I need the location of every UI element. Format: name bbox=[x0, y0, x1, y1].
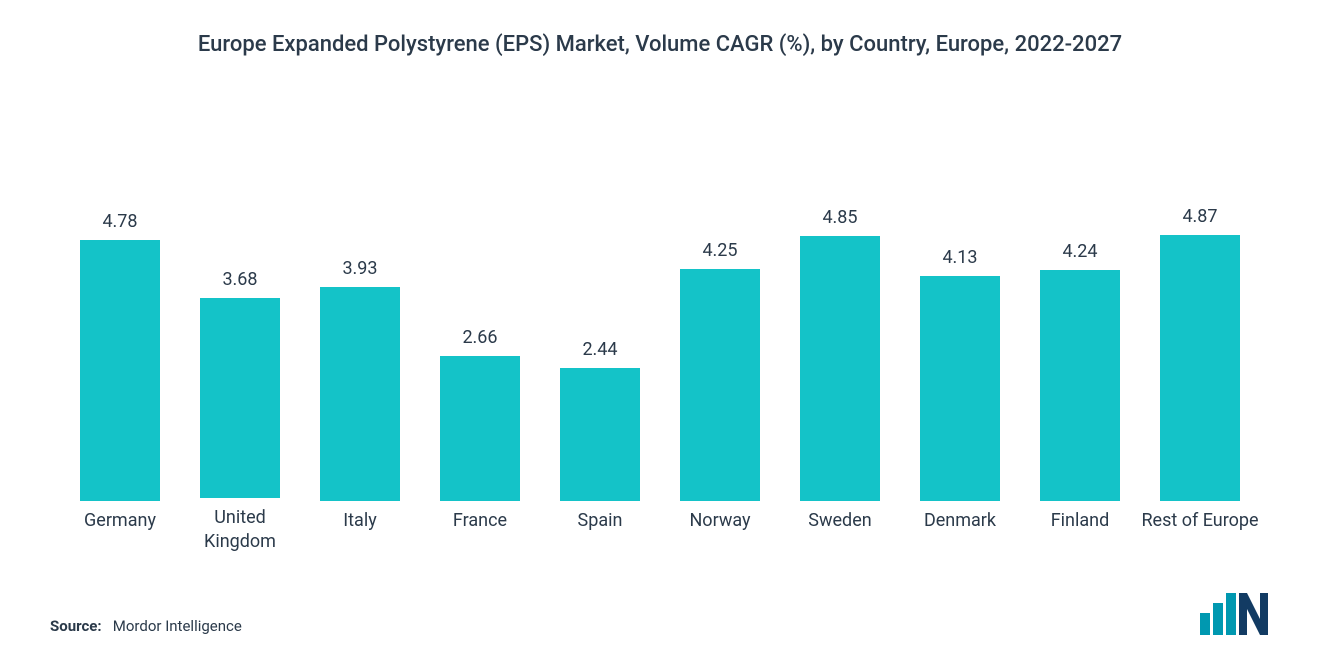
source-value: Mordor Intelligence bbox=[113, 617, 242, 635]
bar bbox=[440, 356, 519, 501]
bar bbox=[1040, 270, 1119, 501]
bar-category-label: Germany bbox=[84, 501, 156, 553]
bar bbox=[920, 276, 999, 501]
bar-space: 2.66 bbox=[420, 91, 540, 501]
bar-category-label: Spain bbox=[578, 501, 623, 553]
bar-plot-area: 4.78 Germany 3.68 United Kingdom 3.93 Italy 2.… bbox=[50, 91, 1270, 553]
bar bbox=[200, 298, 279, 499]
mordor-logo bbox=[1200, 593, 1270, 635]
bar-slot: 4.13 Denmark bbox=[900, 91, 1020, 553]
bar-value-label: 4.85 bbox=[822, 207, 857, 228]
bar-category-label: Finland bbox=[1051, 501, 1110, 553]
bar-value-label: 2.66 bbox=[462, 327, 497, 348]
bar-category-label: United Kingdom bbox=[180, 498, 300, 553]
source-line: Source: Mordor Intelligence bbox=[50, 617, 242, 635]
bar-slot: 4.24 Finland bbox=[1020, 91, 1140, 553]
logo-icon bbox=[1200, 593, 1270, 635]
bar-slot: 4.85 Sweden bbox=[780, 91, 900, 553]
bar-space: 4.24 bbox=[1020, 91, 1140, 501]
bar bbox=[800, 236, 879, 501]
bar-slot: 4.87 Rest of Europe bbox=[1140, 91, 1260, 553]
bar-value-label: 2.44 bbox=[582, 339, 617, 360]
bar-category-label: Denmark bbox=[924, 501, 996, 553]
bar bbox=[80, 240, 159, 501]
bar-category-label: Italy bbox=[343, 501, 376, 553]
bar-slot: 4.25 Norway bbox=[660, 91, 780, 553]
bar-value-label: 4.24 bbox=[1062, 241, 1097, 262]
bar-slot: 2.44 Spain bbox=[540, 91, 660, 553]
bar-value-label: 4.13 bbox=[942, 247, 977, 268]
bar-value-label: 3.93 bbox=[342, 258, 377, 279]
bar bbox=[680, 269, 759, 501]
bar-slot: 3.68 United Kingdom bbox=[180, 91, 300, 553]
bar-value-label: 4.25 bbox=[702, 240, 737, 261]
bar bbox=[1160, 235, 1239, 501]
bar-slot: 4.78 Germany bbox=[60, 91, 180, 553]
bar-space: 2.44 bbox=[540, 91, 660, 501]
bar-space: 4.13 bbox=[900, 91, 1020, 501]
bar-category-label: France bbox=[453, 501, 507, 553]
source-label: Source: bbox=[50, 617, 102, 635]
bar-space: 4.87 bbox=[1140, 91, 1260, 501]
bar-space: 3.93 bbox=[300, 91, 420, 501]
chart-title: Europe Expanded Polystyrene (EPS) Market… bbox=[50, 30, 1270, 91]
bar-space: 4.25 bbox=[660, 91, 780, 501]
bar-value-label: 4.87 bbox=[1182, 206, 1217, 227]
bar-value-label: 4.78 bbox=[102, 211, 137, 232]
bar-value-label: 3.68 bbox=[222, 269, 257, 290]
chart-footer: Source: Mordor Intelligence bbox=[50, 553, 1270, 635]
bar-slot: 3.93 Italy bbox=[300, 91, 420, 553]
bar bbox=[320, 287, 399, 501]
bar-space: 4.85 bbox=[780, 91, 900, 501]
bar-space: 4.78 bbox=[60, 91, 180, 501]
bar-category-label: Sweden bbox=[808, 501, 871, 553]
chart-container: Europe Expanded Polystyrene (EPS) Market… bbox=[0, 0, 1320, 665]
bar-slot: 2.66 France bbox=[420, 91, 540, 553]
bar-space: 3.68 bbox=[180, 91, 300, 498]
bar-category-label: Norway bbox=[689, 501, 750, 553]
bar bbox=[560, 368, 639, 501]
bar-category-label: Rest of Europe bbox=[1141, 501, 1258, 553]
